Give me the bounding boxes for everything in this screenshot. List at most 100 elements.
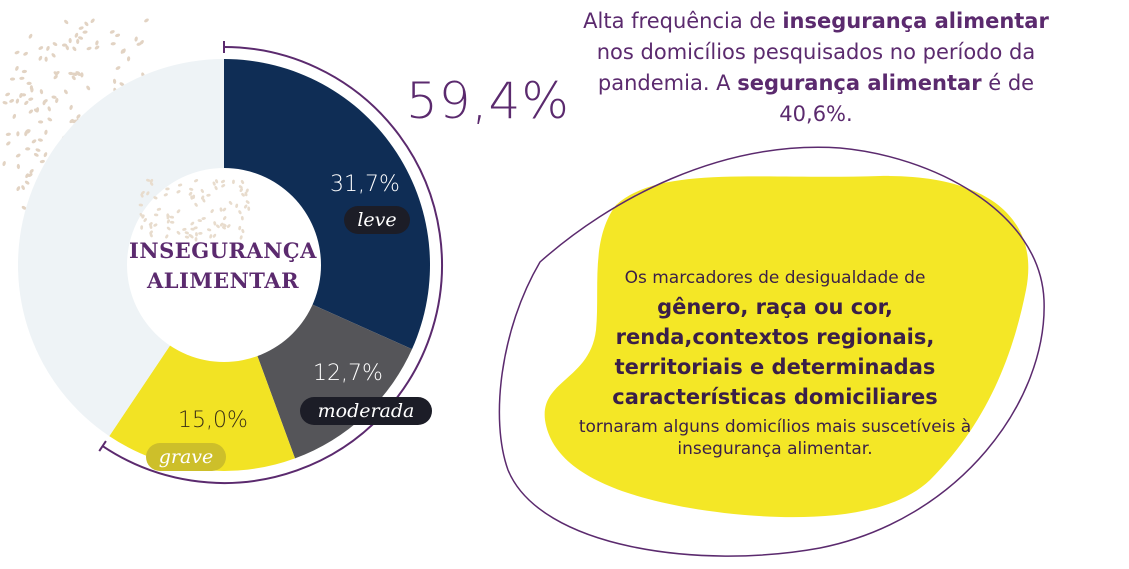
decorative-dot bbox=[75, 71, 81, 75]
slice-label-moderada: moderada bbox=[300, 397, 432, 425]
decorative-dot bbox=[25, 147, 31, 151]
decorative-dot bbox=[82, 30, 88, 34]
decorative-dot bbox=[194, 237, 198, 242]
decorative-dot bbox=[53, 74, 58, 80]
decorative-dot bbox=[64, 19, 69, 25]
decorative-dot bbox=[194, 179, 199, 183]
decorative-dot bbox=[29, 169, 34, 174]
decorative-dot bbox=[53, 71, 58, 76]
decorative-dot bbox=[63, 89, 68, 95]
decorative-dot bbox=[190, 227, 195, 231]
decorative-dot bbox=[37, 120, 44, 124]
decorative-dot bbox=[19, 76, 25, 80]
decorative-dot bbox=[2, 101, 8, 105]
decorative-dot bbox=[149, 224, 153, 229]
slice-value-grave: 15,0% bbox=[178, 408, 248, 433]
decorative-dot bbox=[239, 188, 243, 193]
blob-intro: Os marcadores de desigualdade de bbox=[624, 268, 926, 288]
decorative-dot bbox=[28, 109, 34, 114]
blob-text: Os marcadores de desigualdade de gênero,… bbox=[570, 266, 980, 460]
decorative-dot bbox=[74, 32, 79, 38]
decorative-dot bbox=[184, 231, 189, 235]
donut-slice-grave bbox=[109, 265, 295, 471]
decorative-dot bbox=[14, 50, 20, 55]
headline-part2: nos domicílios pesquisados no período da… bbox=[596, 40, 1036, 95]
center-title-line2: ALIMENTAR bbox=[146, 268, 300, 293]
decorative-dot bbox=[76, 114, 81, 119]
decorative-dot bbox=[219, 207, 223, 212]
decorative-dot bbox=[188, 191, 193, 196]
decorative-dot bbox=[240, 179, 245, 185]
decorative-dot bbox=[226, 224, 231, 228]
decorative-dot bbox=[206, 193, 211, 197]
decorative-dot bbox=[35, 107, 40, 113]
decorative-dot bbox=[21, 69, 27, 74]
decorative-dot bbox=[241, 228, 245, 234]
decorative-dot bbox=[138, 203, 144, 207]
decorative-dot bbox=[71, 75, 76, 81]
decorative-dot bbox=[140, 225, 144, 230]
decorative-dot bbox=[177, 183, 183, 187]
decorative-dot bbox=[169, 220, 175, 224]
decorative-dot bbox=[153, 223, 158, 227]
decorative-dot bbox=[200, 188, 204, 194]
decorative-dot bbox=[244, 204, 248, 209]
decorative-dot bbox=[80, 72, 84, 78]
decorative-dot bbox=[202, 198, 206, 203]
decorative-dot bbox=[126, 56, 131, 62]
decorative-dot bbox=[192, 194, 196, 199]
decorative-dot bbox=[197, 219, 202, 223]
decorative-dot bbox=[21, 185, 25, 190]
headline-part1: Alta frequência de bbox=[583, 9, 783, 33]
decorative-dot bbox=[24, 180, 30, 185]
bracket-tick-end bbox=[98, 440, 107, 452]
decorative-dot bbox=[222, 223, 227, 227]
decorative-dot bbox=[90, 18, 95, 24]
center-title-line1: INSEGURANÇA bbox=[129, 238, 317, 263]
blob-outline bbox=[498, 146, 1045, 557]
decorative-dot bbox=[76, 38, 80, 45]
decorative-dot bbox=[156, 207, 162, 211]
decorative-dot bbox=[166, 219, 170, 224]
decorative-dot bbox=[240, 216, 244, 221]
decorative-dot bbox=[78, 26, 84, 30]
decorative-dot bbox=[195, 232, 198, 237]
decorative-dot bbox=[20, 93, 27, 97]
decorative-dot bbox=[38, 46, 44, 50]
decorative-dot bbox=[176, 230, 181, 235]
decorative-dot bbox=[5, 132, 11, 136]
decorative-dot bbox=[219, 222, 224, 227]
decorative-dot bbox=[241, 192, 245, 197]
slice-label-grave: grave bbox=[146, 443, 226, 471]
decorative-dot bbox=[189, 187, 194, 191]
decorative-dot bbox=[239, 235, 243, 240]
decorative-dot bbox=[193, 226, 198, 230]
decorative-dot bbox=[65, 45, 69, 51]
donut-center-title: INSEGURANÇA ALIMENTAR bbox=[118, 236, 328, 296]
headline-bold1: insegurança alimentar bbox=[782, 9, 1049, 33]
decorative-dot bbox=[110, 42, 116, 46]
decorative-dot bbox=[9, 99, 15, 103]
headline-part3: é de 40,6%. bbox=[779, 71, 1035, 126]
decorative-dot bbox=[212, 233, 217, 238]
donut-slice-seguranca bbox=[18, 59, 225, 437]
blob-bold-markers: gênero, raça ou cor, renda,contextos reg… bbox=[612, 295, 938, 409]
decorative-dot bbox=[221, 184, 226, 188]
decorative-dot bbox=[51, 53, 56, 58]
decorative-dot bbox=[148, 222, 153, 226]
decorative-dot bbox=[15, 153, 21, 158]
decorative-dot bbox=[29, 85, 34, 91]
decorative-dot bbox=[149, 233, 153, 238]
decorative-dot bbox=[115, 66, 121, 70]
decorative-dot bbox=[146, 191, 150, 196]
decorative-dot bbox=[216, 224, 220, 229]
decorative-dot bbox=[166, 226, 171, 231]
decorative-dot bbox=[245, 188, 249, 193]
decorative-dot bbox=[21, 205, 27, 210]
decorative-dot bbox=[31, 139, 37, 144]
decorative-dot bbox=[247, 206, 251, 211]
decorative-dot bbox=[43, 99, 48, 104]
decorative-dot bbox=[44, 129, 48, 135]
decorative-dot bbox=[25, 129, 30, 134]
